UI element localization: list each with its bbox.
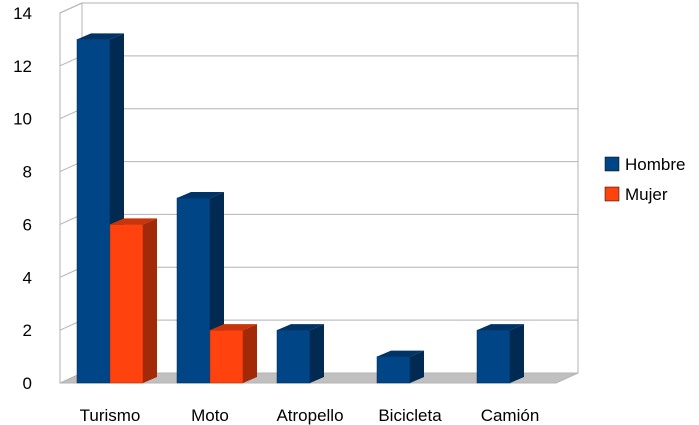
x-category-label: Atropello <box>276 406 343 425</box>
bar <box>109 218 157 384</box>
bar-top <box>177 192 224 198</box>
bar-top <box>477 324 524 331</box>
y-tick-label: 12 <box>13 57 32 76</box>
y-axis-ticks: 0 2 4 6 8 10 12 14 <box>13 4 32 393</box>
bar-side <box>243 324 257 383</box>
y-tick-label: 10 <box>13 110 32 129</box>
bar-top <box>110 218 157 225</box>
bar-top <box>277 324 324 331</box>
y-tick-label: 0 <box>23 374 32 393</box>
bar-side <box>143 218 157 383</box>
legend-label: Hombre <box>625 155 685 174</box>
y-tick-label: 4 <box>23 268 32 287</box>
bars <box>76 33 524 384</box>
bar-side <box>310 324 324 383</box>
bar-front <box>209 329 244 384</box>
bar-front <box>376 356 411 384</box>
bar <box>476 324 524 384</box>
x-axis-categories: Turismo Moto Atropello Bicicleta Camión <box>80 406 540 425</box>
bar-side <box>510 324 524 383</box>
bar-front <box>76 39 111 384</box>
y-tick-label: 2 <box>23 321 32 340</box>
bar-top <box>77 33 124 40</box>
x-category-label: Moto <box>191 406 229 425</box>
legend-label: Mujer <box>625 185 668 204</box>
x-category-label: Turismo <box>80 406 141 425</box>
back-wall <box>81 2 579 374</box>
legend-swatch <box>604 156 620 172</box>
x-category-label: Camión <box>481 406 540 425</box>
bar <box>209 324 257 384</box>
y-tick-label: 14 <box>13 4 32 23</box>
chart-back-wall <box>59 2 579 384</box>
bar-front <box>276 329 311 384</box>
bar-front <box>109 224 144 384</box>
bar <box>76 33 124 384</box>
x-category-label: Bicicleta <box>378 406 442 425</box>
bar-front <box>176 197 211 384</box>
legend-swatch <box>604 186 620 202</box>
bar-top <box>210 324 257 331</box>
bar <box>376 350 424 384</box>
bar-side <box>410 350 424 383</box>
bar <box>276 324 324 384</box>
legend: Hombre Mujer <box>604 155 685 204</box>
y-tick-label: 8 <box>23 163 32 182</box>
bar-front <box>476 329 511 384</box>
gridline <box>59 2 578 14</box>
y-tick-label: 6 <box>23 215 32 234</box>
bar-top <box>377 350 424 357</box>
